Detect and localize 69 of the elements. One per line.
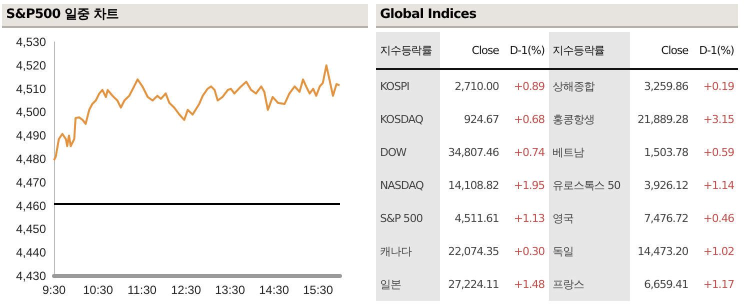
y-tick-label: 4,470 <box>16 175 46 190</box>
text: +1.48 <box>514 278 545 291</box>
text: S&P 500 <box>380 212 422 225</box>
text: 7,476.72 <box>644 212 688 225</box>
text: 14,473.20 <box>638 245 688 258</box>
text: NASDAQ <box>380 179 424 192</box>
text: DOW <box>380 146 406 159</box>
y-tick-label: 4,530 <box>16 35 46 49</box>
text: 일본 <box>380 278 401 291</box>
text: +0.68 <box>514 113 545 126</box>
y-tick-label: 4,480 <box>16 152 46 166</box>
text: +1.13 <box>514 212 545 225</box>
x-tick-label: 15:30 <box>302 283 334 297</box>
text: 영국 <box>552 212 574 225</box>
text: 22,074.35 <box>448 245 499 258</box>
text: +1.02 <box>703 245 734 258</box>
y-tick-label: 4,520 <box>16 58 46 72</box>
text: +0.46 <box>703 212 734 225</box>
text: 27,224.11 <box>448 278 499 291</box>
text: +0.30 <box>514 245 545 258</box>
x-tick-label: 11:30 <box>127 283 157 297</box>
text: 독일 <box>552 245 574 258</box>
y-tick-label: 4,500 <box>16 105 46 120</box>
category-label: D-1(%) <box>692 32 738 69</box>
text: +1.17 <box>703 278 734 291</box>
text: 924.67 <box>464 113 499 126</box>
text: KOSDAQ <box>380 113 423 126</box>
text: 1,503.78 <box>644 146 688 159</box>
text: +0.89 <box>514 80 545 93</box>
chart-title: S&P500 일중 차트 <box>2 4 368 28</box>
text: 4,511.61 <box>454 212 499 225</box>
text: 프랑스 <box>552 278 584 291</box>
text: +1.14 <box>703 179 734 192</box>
text: KOSPI <box>380 80 410 93</box>
y-tick-label: 4,430 <box>16 269 46 283</box>
y-tick-label: 4,450 <box>16 222 46 236</box>
text: +0.19 <box>703 80 734 93</box>
text: 베트남 <box>552 146 584 159</box>
text: 14,108.82 <box>448 179 499 192</box>
text: 21,889.28 <box>638 113 688 126</box>
category-label: Close <box>630 32 692 69</box>
line-series <box>53 64 341 162</box>
category-label: D-1(%) <box>502 32 549 69</box>
text: +0.59 <box>703 146 734 159</box>
y-tick-label: 4,510 <box>16 82 46 96</box>
category-label: 지수등락률 <box>376 32 440 69</box>
text: Global Indices <box>376 4 738 28</box>
x-tick-label: 9:30 <box>42 283 66 297</box>
y-tick-label: 4,440 <box>16 246 46 260</box>
text: 유로스톡스 50 <box>552 179 620 192</box>
text: 2,710.00 <box>454 80 499 93</box>
x-tick-label: 10:30 <box>82 283 114 297</box>
x-tick-label: 14:30 <box>258 283 290 297</box>
text: +0.74 <box>514 146 545 159</box>
y-tick-label: 4,490 <box>16 128 46 143</box>
x-tick-label: 13:30 <box>214 283 246 297</box>
category-label: 지수등락률 <box>548 32 630 69</box>
y-tick-label: 4,460 <box>16 198 46 213</box>
text: 홍콩항생 <box>552 113 594 126</box>
text: 3,259.86 <box>644 80 688 93</box>
text: 3,926.12 <box>644 179 688 192</box>
text: 34,807.46 <box>448 146 499 159</box>
text: +3.15 <box>703 113 734 126</box>
text: 캐나다 <box>380 245 412 258</box>
category-label: Close <box>440 32 503 69</box>
text: 6,659.41 <box>644 278 688 291</box>
text: 상해종합 <box>552 80 594 93</box>
x-tick-label: 12:30 <box>170 283 202 297</box>
text: +1.95 <box>514 179 545 192</box>
